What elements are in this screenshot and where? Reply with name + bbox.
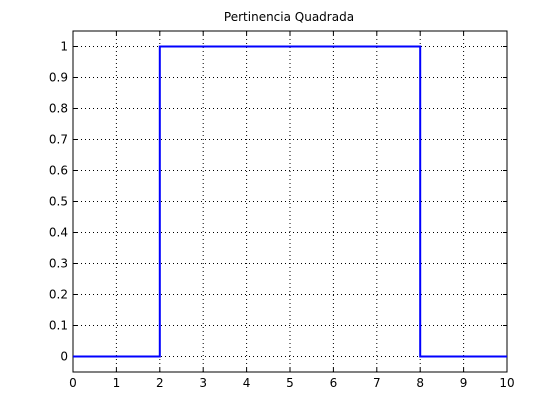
- series: [73, 45, 507, 358]
- series-line: [73, 45, 507, 358]
- y-tick-label: 0.1: [49, 319, 68, 333]
- x-tick-label: 10: [499, 376, 514, 390]
- y-tick-label: 0.8: [49, 102, 68, 116]
- x-tick-label: 6: [330, 376, 338, 390]
- y-tick-label: 0: [60, 350, 68, 364]
- y-tick-label: 0.7: [49, 133, 68, 147]
- y-tick-label: 0.5: [49, 195, 68, 209]
- x-tick-label: 8: [416, 376, 424, 390]
- y-tick-label: 0.2: [49, 288, 68, 302]
- x-tick-label: 0: [69, 376, 77, 390]
- y-tick-label: 0.3: [49, 257, 68, 271]
- x-tick-label: 2: [156, 376, 164, 390]
- x-tick-label: 1: [113, 376, 121, 390]
- chart-title: Pertinencia Quadrada: [224, 10, 354, 24]
- x-tick-label: 3: [199, 376, 207, 390]
- x-axis-tick-labels: 0 1 2 3 4 5 6 7 8 9 10: [69, 376, 514, 390]
- x-tick-label: 9: [460, 376, 468, 390]
- grid: [73, 31, 507, 372]
- x-tick-label: 7: [373, 376, 381, 390]
- y-tick-label: 1: [60, 40, 68, 54]
- x-tick-label: 4: [243, 376, 251, 390]
- y-tick-label: 0.6: [49, 164, 68, 178]
- y-tick-label: 0.4: [49, 226, 68, 240]
- y-tick-label: 0.9: [49, 71, 68, 85]
- x-tick-label: 5: [286, 376, 294, 390]
- y-axis-tick-labels: 0 0.1 0.2 0.3 0.4 0.5 0.6 0.7 0.8 0.9 1: [49, 40, 68, 364]
